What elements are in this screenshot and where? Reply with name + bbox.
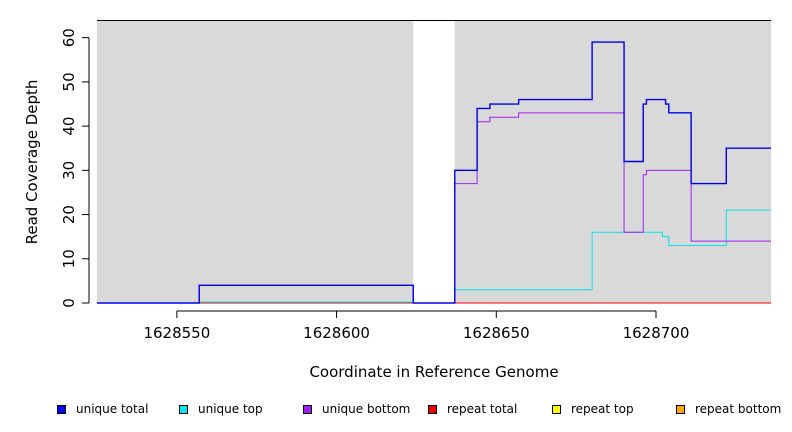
legend-label: unique total [76,402,149,416]
x-tick-label: 1628700 [623,324,690,342]
legend-item-unique-total: unique total [57,398,148,420]
legend-item-repeat-total: repeat total [428,398,517,420]
x-tick-label: 1628600 [303,324,370,342]
legend: unique total unique top unique bottom re… [0,398,792,420]
legend-label: unique bottom [322,402,411,416]
x-axis-title: Coordinate in Reference Genome [309,363,558,381]
series-layer [97,41,771,304]
legend-swatch [179,404,188,414]
shaded-region [97,20,414,303]
legend-swatch [57,404,66,414]
series-unique-total-line [97,41,771,304]
y-tick-label: 0 [60,298,78,308]
x-tick-label: 1628650 [463,324,530,342]
y-tick-label: 60 [60,28,78,47]
legend-swatch [428,404,437,414]
x-tick-label: 1628550 [143,324,210,342]
legend-item-unique-top: unique top [179,398,263,420]
series-unique-top-line [97,209,771,304]
plot-background [97,20,771,303]
legend-label: repeat top [571,402,634,416]
y-axis-title: Read Coverage Depth [23,80,41,245]
legend-swatch [303,404,312,414]
y-tick-label: 20 [60,205,78,224]
y-tick-label: 40 [60,117,78,136]
legend-label: unique top [198,402,263,416]
x-axis: 1628550 1628600 1628650 1628700 [143,310,690,342]
y-tick-label: 50 [60,72,78,91]
y-tick-label: 30 [60,161,78,180]
legend-item-repeat-top: repeat top [552,398,634,420]
legend-item-unique-bottom: unique bottom [303,398,410,420]
legend-label: repeat bottom [695,402,782,416]
legend-label: repeat total [447,402,518,416]
y-tick-label: 10 [60,249,78,268]
legend-swatch [676,404,685,414]
shaded-region [454,20,771,303]
legend-swatch [552,404,561,414]
legend-item-repeat-bottom: repeat bottom [676,398,781,420]
y-axis: 0 10 20 30 40 50 60 [60,28,90,308]
